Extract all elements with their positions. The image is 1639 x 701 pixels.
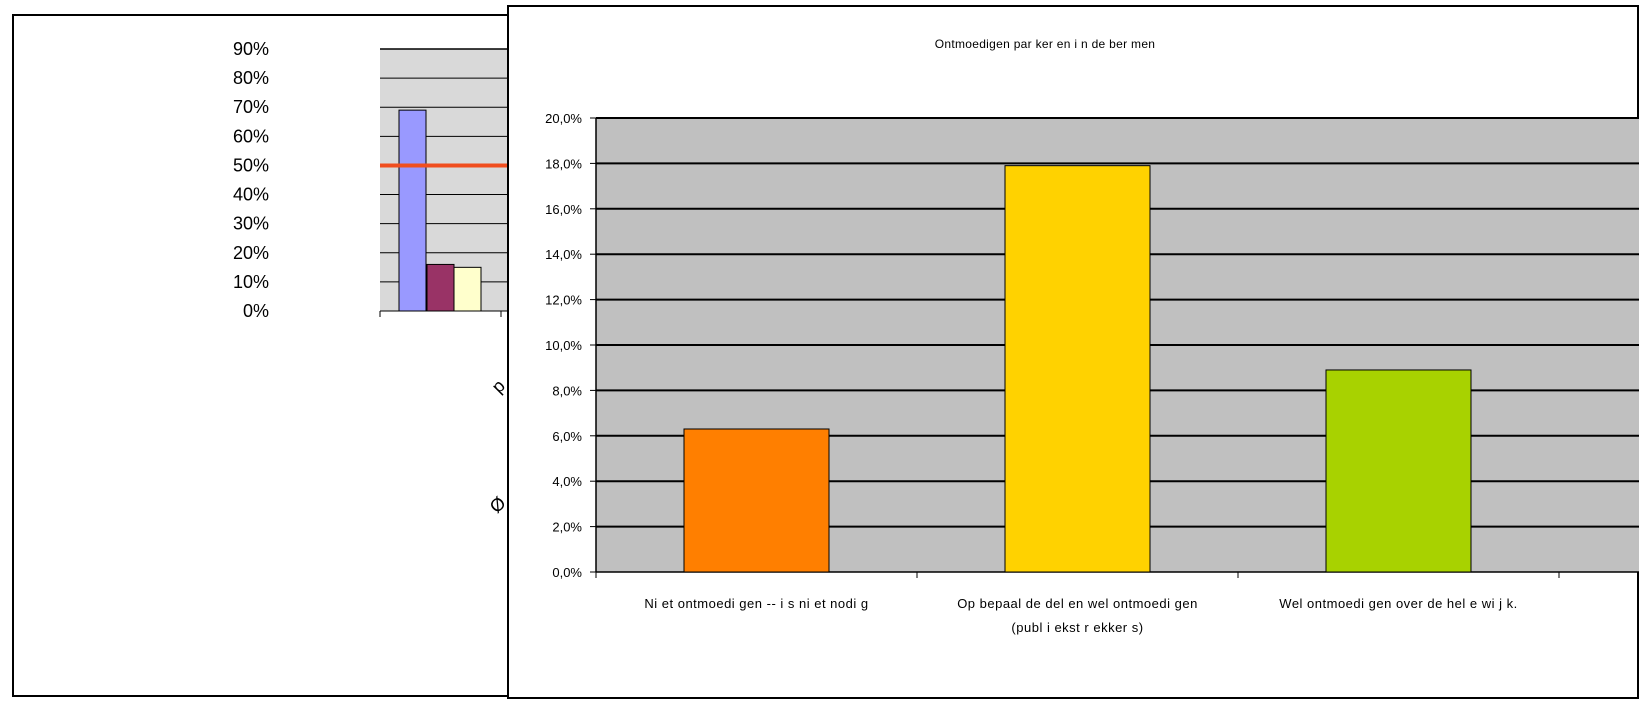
front-y-tick-label: 0,0%	[552, 565, 582, 580]
front-y-tick-label: 8,0%	[552, 383, 582, 398]
front-x-category-label: Wel ontmoedi gen over de hel e wi j k.	[1279, 596, 1517, 611]
back-chart: 0%10%20%30%40%50%60%70%80%90%pØ	[233, 39, 534, 517]
back-y-tick-label: 50%	[233, 155, 269, 175]
back-category-fragment: p	[488, 376, 509, 397]
front-y-tick-label: 16,0%	[545, 202, 582, 217]
back-bar	[426, 263, 455, 312]
back-y-tick-label: 90%	[233, 39, 269, 59]
back-chart-panel: 0% 10% 20% 30% 40% 50% 60% 70% 80% 90% p Ø	[12, 14, 534, 697]
back-y-tick-label: 70%	[233, 97, 269, 117]
front-bar	[683, 428, 830, 573]
back-y-tick-label: 40%	[233, 185, 269, 205]
front-y-tick-label: 10,0%	[545, 338, 582, 353]
front-chart-panel: Ontmoedigen par ker en i n de ber men 0,0…	[507, 5, 1639, 699]
back-y-tick-label: 80%	[233, 68, 269, 88]
back-bar	[398, 109, 427, 312]
front-x-category-label: Op bepaal de del en wel ontmoedi gen	[957, 596, 1198, 611]
front-chart-title: Ontmoedigen par ker en i n de ber men	[935, 37, 1156, 51]
front-y-tick-label: 20,0%	[545, 111, 582, 126]
front-bar	[1004, 165, 1151, 573]
back-y-tick-label: 0%	[243, 301, 269, 321]
back-y-tick-label: 60%	[233, 126, 269, 146]
front-y-tick-label: 12,0%	[545, 293, 582, 308]
front-y-tick-label: 2,0%	[552, 520, 582, 535]
front-y-tick-label: 18,0%	[545, 156, 582, 171]
front-y-tick-label: 6,0%	[552, 429, 582, 444]
back-y-tick-label: 30%	[233, 214, 269, 234]
front-bar	[1325, 369, 1472, 573]
front-y-tick-label: 4,0%	[552, 474, 582, 489]
back-y-tick-label: 20%	[233, 243, 269, 263]
front-x-category-label: (publ i ekst r ekker s)	[1011, 620, 1143, 635]
front-y-tick-label: 14,0%	[545, 247, 582, 262]
back-bar	[453, 266, 482, 312]
front-chart: Ontmoedigen par ker en i n de ber men 0,0…	[545, 37, 1639, 635]
front-x-category-label: Ni et ontmoedi gen -- i s ni et nodi g	[644, 596, 868, 611]
back-y-tick-label: 10%	[233, 272, 269, 292]
